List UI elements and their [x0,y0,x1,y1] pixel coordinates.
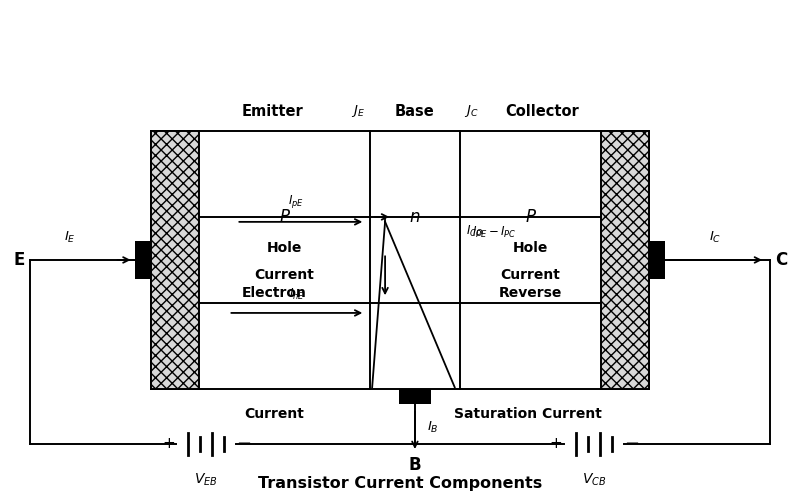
Text: +: + [162,436,174,452]
Text: n: n [410,208,420,226]
Text: −: − [236,435,251,453]
Text: $J_C$: $J_C$ [464,102,478,118]
Bar [602,130,649,389]
Text: Emitter: Emitter [242,104,303,118]
Text: Reverse: Reverse [499,286,562,300]
Bar [135,241,151,279]
Text: B: B [409,456,422,474]
Text: P: P [279,208,290,226]
Text: $I_{PE} - I_{PC}$: $I_{PE} - I_{PC}$ [472,224,516,240]
Text: Electron: Electron [242,286,307,300]
Text: C: C [775,251,787,269]
Text: −: − [624,435,639,453]
Text: Hole: Hole [513,241,548,255]
Text: $V_{CB}$: $V_{CB}$ [582,472,606,488]
Text: Hole: Hole [266,241,302,255]
Text: $I_E$: $I_E$ [64,230,76,245]
Text: +: + [550,436,562,452]
Text: E: E [14,251,25,269]
Text: Base: Base [395,104,434,118]
Text: $V_{EB}$: $V_{EB}$ [194,472,218,488]
Text: $J_E$: $J_E$ [351,102,365,118]
Text: Current: Current [501,268,561,282]
Text: Current: Current [245,407,304,421]
Bar [151,130,198,389]
Text: Collector: Collector [506,104,579,118]
Bar [399,389,431,404]
Text: $I_B$: $I_B$ [427,420,438,434]
Text: P: P [526,208,535,226]
Text: $I_{nE}$: $I_{nE}$ [289,287,305,302]
Text: $I_{pE}$: $I_{pE}$ [288,193,304,210]
Text: Saturation Current: Saturation Current [454,407,602,421]
Bar [151,130,649,389]
Bar [649,241,665,279]
Text: $I_C$: $I_C$ [709,230,722,245]
Text: Transistor Current Components: Transistor Current Components [258,476,542,490]
Text: Current: Current [254,268,314,282]
Text: $I_{CO}$: $I_{CO}$ [466,224,483,239]
